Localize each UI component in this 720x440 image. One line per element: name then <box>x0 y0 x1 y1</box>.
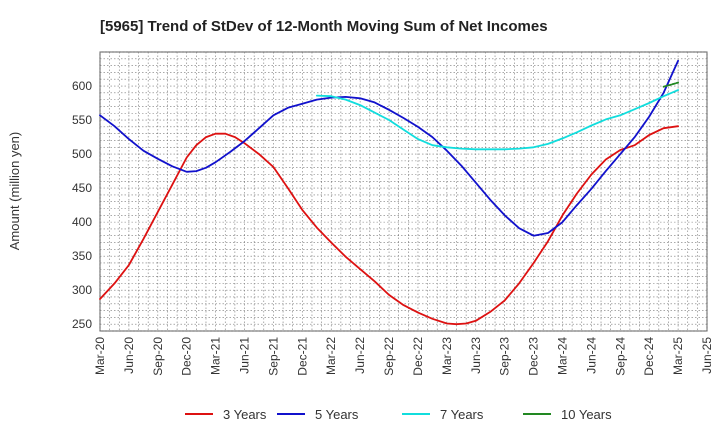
y-axis-label: Amount (million yen) <box>7 132 22 251</box>
x-tick-label: Dec-24 <box>642 337 656 376</box>
x-tick-label: Jun-22 <box>353 337 367 374</box>
plot-area <box>99 51 708 332</box>
legend-label: 5 Years <box>315 407 359 422</box>
x-tick-label: Sep-22 <box>382 337 396 376</box>
y-tick-label: 450 <box>72 181 92 195</box>
plot-frame <box>99 51 708 332</box>
y-tick-labels: 250 300 350 400 450 500 550 600 <box>72 79 92 331</box>
x-tick-label: Mar-20 <box>93 337 107 375</box>
series-lines <box>99 59 679 326</box>
x-tick-label: Mar-22 <box>324 337 338 375</box>
x-tick-label: Mar-24 <box>555 337 569 375</box>
y-tick-label: 500 <box>72 147 92 161</box>
series-line-5-years <box>99 59 679 237</box>
x-tick-label: Sep-24 <box>613 337 627 376</box>
x-tick-label: Dec-20 <box>180 337 194 376</box>
y-tick-label: 400 <box>72 215 92 229</box>
legend-label: 3 Years <box>223 407 267 422</box>
y-tick-label: 300 <box>72 283 92 297</box>
x-tick-label: Jun-23 <box>469 337 483 374</box>
x-tick-label: Dec-21 <box>295 337 309 376</box>
x-tick-label: Sep-23 <box>498 337 512 376</box>
legend-label: 10 Years <box>561 407 612 422</box>
series-line-3-years <box>99 125 679 326</box>
x-tick-label: Dec-22 <box>411 337 425 376</box>
legend: 3 Years 5 Years 7 Years 10 Years <box>185 407 612 422</box>
x-tick-label: Jun-25 <box>700 337 714 374</box>
x-tick-label: Sep-21 <box>266 337 280 376</box>
x-tick-label: Dec-23 <box>527 337 541 376</box>
series-line-10-years <box>662 81 679 88</box>
y-tick-label: 250 <box>72 317 92 331</box>
x-tick-label: Jun-24 <box>584 337 598 374</box>
x-tick-label: Mar-23 <box>440 337 454 375</box>
legend-label: 7 Years <box>440 407 484 422</box>
series-line-7-years <box>315 89 679 151</box>
chart-title: [5965] Trend of StDev of 12-Month Moving… <box>100 18 548 35</box>
x-tick-label: Jun-20 <box>122 337 136 374</box>
x-tick-labels: Mar-20 Jun-20 Sep-20 Dec-20 Mar-21 Jun-21 Sep-… <box>93 337 714 376</box>
x-tick-label: Jun-21 <box>238 337 252 374</box>
x-tick-label: Mar-25 <box>671 337 685 375</box>
x-tick-label: Sep-20 <box>151 337 165 376</box>
y-tick-label: 350 <box>72 249 92 263</box>
y-tick-label: 550 <box>72 113 92 127</box>
y-tick-label: 600 <box>72 79 92 93</box>
x-tick-label: Mar-21 <box>209 337 223 375</box>
